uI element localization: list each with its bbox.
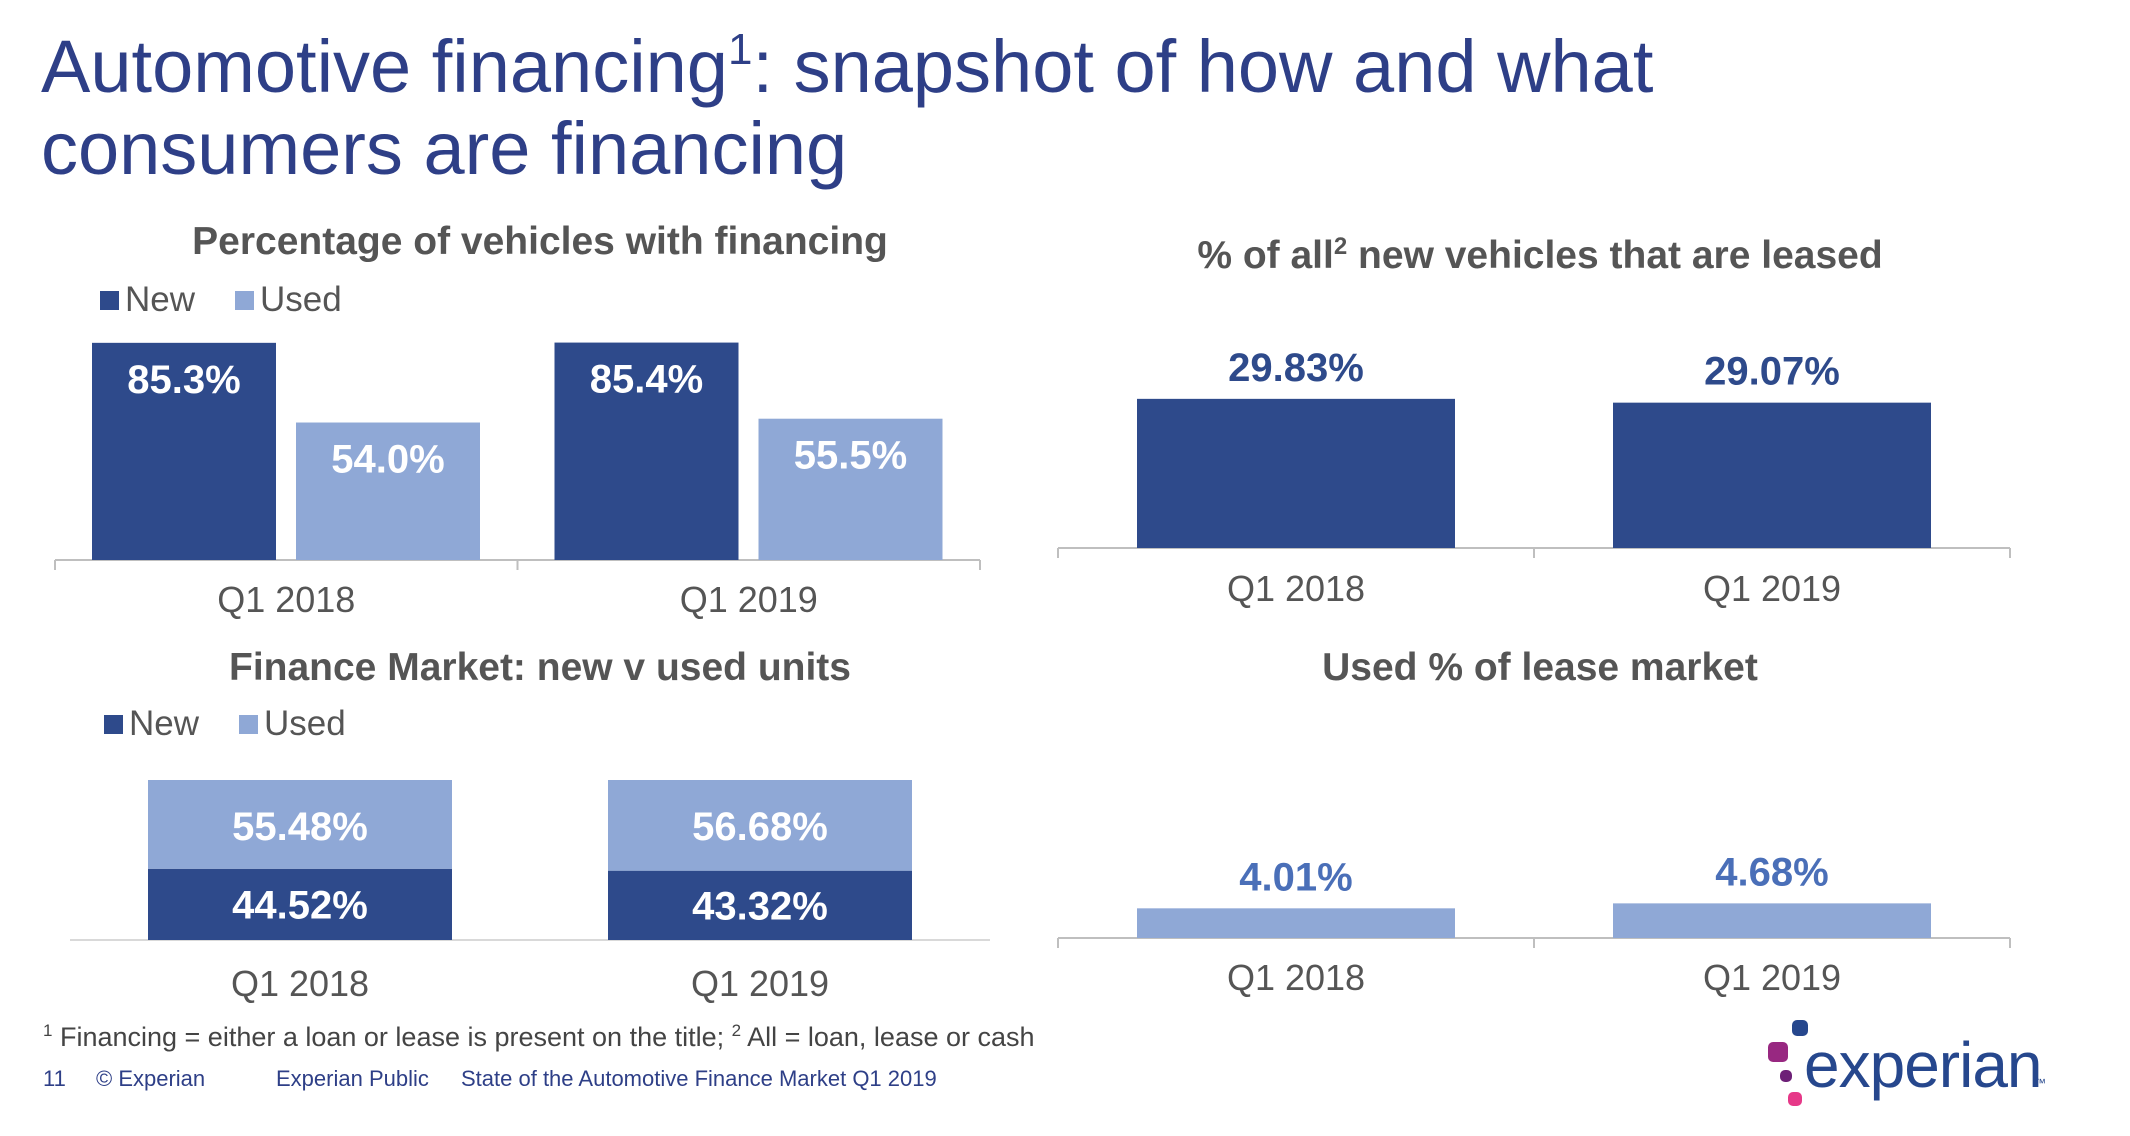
legend-label-used: Used <box>264 704 346 743</box>
data-label: 85.4% <box>590 358 703 402</box>
bar-leased <box>1137 398 1455 548</box>
bar-leased <box>1613 402 1931 548</box>
x-tick-label: Q1 2018 <box>1227 957 1365 998</box>
bar-new <box>92 342 276 560</box>
logo-trademark: ™ <box>2034 1076 2046 1090</box>
data-label: 85.3% <box>127 358 240 402</box>
data-label: 43.32% <box>692 884 828 928</box>
chart-title-leased: % of all2 new vehicles that are leased <box>1197 233 1883 277</box>
chart-title-financing: Percentage of vehicles with financing <box>192 220 888 263</box>
bar-lease-used <box>1613 903 1931 938</box>
bar-used <box>758 418 943 560</box>
bar-new <box>554 342 739 560</box>
data-label: 29.07% <box>1704 350 1840 394</box>
data-label: 56.68% <box>692 805 828 849</box>
experian-logo: experian ™ <box>1762 1020 2052 1120</box>
footer-classification: Experian Public <box>276 1066 429 1091</box>
legend-label-used: Used <box>260 280 342 319</box>
legend-swatch-new <box>100 290 119 310</box>
footer-doc-title: State of the Automotive Finance Market Q… <box>461 1066 937 1091</box>
page-title: Automotive financing1: snapshot of how a… <box>41 25 1654 190</box>
legend-market: New Used <box>104 704 386 744</box>
x-tick-label: Q1 2018 <box>231 963 369 1004</box>
data-label: 55.48% <box>232 805 368 849</box>
data-label: 4.68% <box>1715 850 1828 894</box>
bar-segment-new <box>608 870 912 940</box>
legend-swatch-used <box>235 290 255 310</box>
data-label: 29.83% <box>1228 346 1364 390</box>
logo-dot <box>1780 1070 1792 1082</box>
bar-segment-used <box>148 780 452 869</box>
bar-used <box>296 422 480 560</box>
chart-title-market: Finance Market: new v used units <box>229 646 851 689</box>
x-tick-label: Q1 2018 <box>217 579 355 620</box>
data-label: 4.01% <box>1239 855 1352 899</box>
footer-page-number: 11 <box>43 1066 66 1091</box>
logo-dot <box>1788 1092 1802 1106</box>
legend-financing: New Used <box>100 280 382 320</box>
legend-swatch-used <box>239 714 259 734</box>
legend-label-new: New <box>129 704 200 743</box>
x-tick-label: Q1 2019 <box>1703 957 1841 998</box>
logo-dot <box>1792 1020 1808 1036</box>
chart-title-lease-used: Used % of lease market <box>1322 646 1758 689</box>
x-tick-label: Q1 2019 <box>691 963 829 1004</box>
data-label: 55.5% <box>794 434 907 478</box>
bar-segment-new <box>148 868 452 940</box>
data-label: 44.52% <box>232 883 368 927</box>
logo-dot <box>1768 1042 1788 1062</box>
data-label: 54.0% <box>331 438 444 482</box>
footer-copyright: © Experian <box>96 1066 206 1091</box>
bar-lease-used <box>1137 908 1455 938</box>
x-tick-label: Q1 2019 <box>1703 568 1841 609</box>
logo-wordmark: experian <box>1804 1029 2042 1101</box>
x-tick-label: Q1 2019 <box>680 579 818 620</box>
footnote: 1 Financing = either a loan or lease is … <box>43 1021 1035 1052</box>
bar-segment-used <box>608 780 912 871</box>
legend-label-new: New <box>125 280 196 319</box>
legend-swatch-new <box>104 714 123 734</box>
x-tick-label: Q1 2018 <box>1227 568 1365 609</box>
